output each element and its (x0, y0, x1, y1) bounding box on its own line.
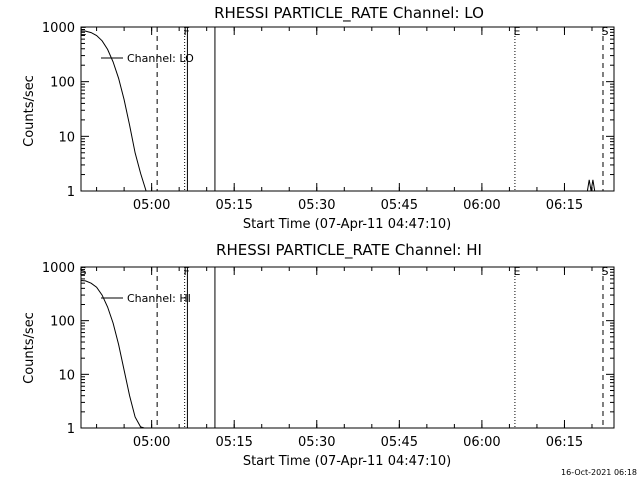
y-tick-label: 1 (67, 422, 75, 437)
plot-frame (80, 266, 615, 429)
y-tick-label: 1000 (42, 21, 75, 36)
y-axis-label: Counts/sec (22, 75, 37, 147)
y-tick-label: 10 (58, 130, 75, 145)
event-marker-label: S (601, 265, 608, 278)
event-marker-label: S (601, 25, 608, 38)
x-tick-label: 05:45 (381, 435, 418, 450)
x-tick-label: 06:15 (546, 435, 583, 450)
plot-frame (80, 26, 615, 192)
x-tick-label: 06:00 (463, 198, 500, 213)
x-tick-label: 05:45 (381, 198, 418, 213)
legend-label: Channel: HI (127, 292, 191, 305)
x-tick-label: 05:00 (133, 435, 170, 450)
x-tick-label: 06:00 (463, 435, 500, 450)
x-tick-label: 05:15 (215, 198, 252, 213)
series-line (586, 179, 596, 192)
legend-label: Channel: LO (127, 52, 194, 65)
x-tick-label: 05:15 (215, 435, 252, 450)
x-tick-label: 06:15 (546, 198, 583, 213)
x-axis-label: Start Time (07-Apr-11 04:47:10) (243, 217, 451, 232)
x-tick-label: 05:30 (298, 198, 335, 213)
y-tick-label: 1000 (42, 261, 75, 276)
panel-lo: RHESSI PARTICLE_RATE Channel: LO Start T… (22, 4, 615, 232)
chart-title: RHESSI PARTICLE_RATE Channel: LO (214, 4, 484, 23)
x-tick-label: 05:00 (133, 198, 170, 213)
event-marker-label: F (184, 25, 190, 38)
chart-title: RHESSI PARTICLE_RATE Channel: HI (216, 241, 482, 260)
y-tick-label: 1 (67, 185, 75, 200)
panel-hi: RHESSI PARTICLE_RATE Channel: HI Start T… (22, 241, 615, 469)
series-line (80, 280, 145, 429)
event-marker-label: E (513, 265, 520, 278)
event-marker-label: F (184, 265, 190, 278)
event-marker-label: E (513, 25, 520, 38)
series-line (80, 30, 147, 192)
y-tick-label: 100 (50, 315, 75, 330)
event-marker-label: E (80, 25, 87, 38)
y-tick-label: 10 (58, 368, 75, 383)
x-axis-label: Start Time (07-Apr-11 04:47:10) (243, 454, 451, 469)
timestamp-stamp: 16-Oct-2021 06:18 (561, 468, 637, 477)
event-marker-label: S (80, 265, 87, 278)
y-axis-label: Counts/sec (22, 312, 37, 384)
x-tick-label: 05:30 (298, 435, 335, 450)
y-tick-label: 100 (50, 76, 75, 91)
